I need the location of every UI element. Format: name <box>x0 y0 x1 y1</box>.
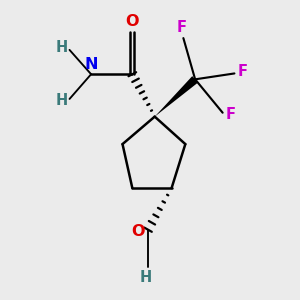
Text: H: H <box>140 270 152 285</box>
Text: F: F <box>226 107 236 122</box>
Text: H: H <box>55 93 68 108</box>
Text: O: O <box>126 14 139 29</box>
Text: H: H <box>55 40 68 56</box>
Text: F: F <box>238 64 248 79</box>
Polygon shape <box>155 76 198 117</box>
Text: N: N <box>84 57 98 72</box>
Text: F: F <box>176 20 186 35</box>
Text: O: O <box>131 224 145 239</box>
